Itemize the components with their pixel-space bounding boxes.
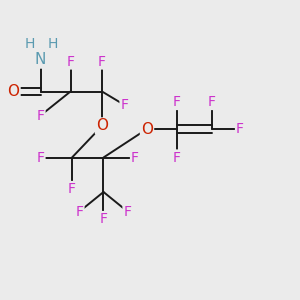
Text: F: F <box>173 95 181 109</box>
Text: O: O <box>8 84 20 99</box>
Text: O: O <box>96 118 108 134</box>
Text: F: F <box>100 212 107 226</box>
Text: F: F <box>131 151 139 164</box>
Text: F: F <box>76 205 83 218</box>
Text: F: F <box>173 151 181 164</box>
Text: F: F <box>67 55 74 68</box>
Text: F: F <box>121 98 128 112</box>
Text: F: F <box>98 55 106 68</box>
Text: O: O <box>141 122 153 136</box>
Text: H: H <box>25 37 35 50</box>
Text: F: F <box>37 109 44 122</box>
Text: F: F <box>208 95 215 109</box>
Text: N: N <box>35 52 46 68</box>
Text: F: F <box>37 151 44 164</box>
Text: H: H <box>47 37 58 50</box>
Text: F: F <box>124 205 131 218</box>
Text: F: F <box>236 122 244 136</box>
Text: F: F <box>68 182 76 196</box>
